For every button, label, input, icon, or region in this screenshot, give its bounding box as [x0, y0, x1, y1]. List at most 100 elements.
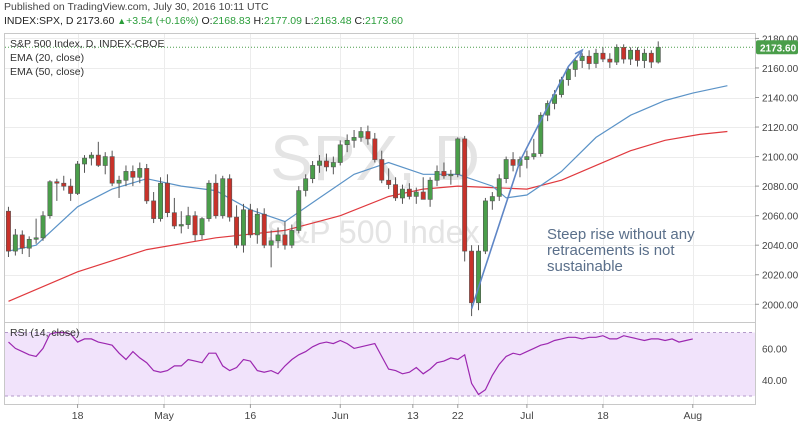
candle-body [482, 200, 488, 252]
legend-ema50: EMA (50, close) [10, 66, 84, 78]
candlestick-series [5, 41, 755, 317]
candle-body [254, 213, 260, 236]
candle-body [275, 234, 281, 242]
candle-body [227, 178, 233, 218]
candle-body [89, 154, 94, 159]
candle-body [593, 52, 599, 64]
price-tag-text: 2173.60 [760, 43, 797, 54]
chart-frame [4, 33, 756, 405]
published-line: Published on TradingView.com, July 30, 2… [4, 1, 269, 13]
y-tick-label: 2060.00 [762, 212, 799, 223]
candle-body [621, 46, 627, 60]
candle-body [386, 179, 392, 185]
ema20-line [8, 85, 728, 252]
open-value: 2168.83 [212, 15, 251, 27]
candle-body [178, 224, 184, 227]
y-tick-label: 2040.00 [762, 241, 799, 252]
candle-body [137, 168, 143, 178]
candle-body [234, 216, 239, 246]
candle-body [123, 171, 129, 181]
open-label: O: [201, 15, 213, 27]
candle-body [199, 218, 205, 236]
symbol-label: INDEX:SPX, D [4, 15, 74, 27]
candle-body [572, 60, 578, 70]
candle-body [344, 140, 350, 146]
candle-body [441, 171, 447, 177]
low-value: 2163.48 [313, 15, 352, 27]
candle-body [586, 55, 592, 64]
ema50-line [8, 130, 728, 302]
candle-body [406, 188, 412, 197]
candle-body [185, 215, 191, 225]
trendline[interactable] [470, 48, 584, 309]
low-label: L: [304, 15, 314, 27]
price-chart[interactable]: SPX, D S&P 500 Index Steep rise without … [0, 30, 800, 426]
annotation-line-2: retracements is not [547, 242, 675, 259]
legend-ema20: EMA (20, close) [10, 52, 84, 64]
candle-body [261, 213, 267, 246]
high-label: H: [253, 15, 264, 27]
candle-body [579, 55, 585, 61]
quote-line: INDEX:SPX, D 2173.60 ▲+3.54 (+0.16%) O:2… [4, 15, 403, 27]
candle-body [393, 184, 398, 199]
y-tick-label: 2180.00 [762, 34, 799, 45]
candle-body [399, 188, 405, 199]
x-tick-label: Jun [332, 410, 349, 422]
rsi-label: RSI (14, close) [10, 327, 79, 339]
ema20-series [8, 85, 728, 252]
candle-body [130, 171, 136, 178]
rsi-axis[interactable]: 40.00 60.00 [762, 344, 787, 387]
candle-body [565, 69, 571, 81]
candle-body [289, 230, 295, 246]
candle-body [448, 174, 454, 177]
trendline-arrowhead [574, 48, 584, 59]
candle-body [641, 52, 647, 61]
candle-body [61, 182, 67, 187]
candle-body [427, 179, 433, 200]
candle-body [241, 209, 246, 246]
candle-body [462, 138, 468, 252]
candle-body [510, 159, 516, 166]
annotation[interactable]: Steep rise without any retracements is n… [547, 226, 695, 275]
candle-body [165, 182, 170, 213]
y-tick-label: 2020.00 [762, 271, 799, 282]
close-label: C: [354, 15, 366, 27]
candle-body [206, 182, 212, 219]
candle-body [455, 138, 461, 175]
candle-body [379, 159, 385, 181]
candle-body [12, 234, 18, 252]
x-tick-label: 13 [407, 410, 419, 422]
candle-body [614, 46, 620, 63]
y-tick-label: 2080.00 [762, 182, 799, 193]
candle-body [310, 165, 316, 179]
time-axis[interactable]: 18 May 16 Jun 13 22 Jul 18 Aug [72, 404, 703, 422]
x-tick-label: 22 [452, 410, 464, 422]
legend-title: S&P 500 Index, D, INDEX-CBOE [10, 38, 164, 50]
candle-body [116, 179, 122, 184]
candle-body [531, 153, 537, 157]
candle-body [82, 157, 88, 165]
last-price: 2173.60 [76, 15, 115, 27]
candle-body [330, 162, 336, 168]
chart-legend: S&P 500 Index, D, INDEX-CBOE EMA (20, cl… [10, 38, 164, 78]
candle-body [75, 163, 81, 194]
price-axis[interactable]: 2000.00 2020.00 2040.00 2060.00 2080.00 2100.… [755, 34, 799, 311]
candle-body [317, 160, 322, 166]
x-tick-label: May [154, 410, 175, 422]
candle-body [68, 185, 74, 194]
x-tick-label: Aug [683, 410, 702, 422]
candle-body [220, 178, 226, 216]
candle-body [296, 190, 302, 231]
candle-body [171, 212, 177, 227]
y-tick-label: 2140.00 [762, 94, 799, 105]
y-tick-label: 2100.00 [762, 153, 799, 164]
candle-body [33, 237, 39, 240]
candle-body [323, 160, 329, 168]
candle-body [47, 181, 53, 216]
rsi-band [5, 332, 755, 397]
price-change: +3.54 (+0.16%) [126, 15, 199, 27]
candle-body [303, 178, 309, 191]
close-value: 2173.60 [365, 15, 403, 27]
candle-body [372, 138, 378, 160]
x-tick-label: 16 [245, 410, 257, 422]
